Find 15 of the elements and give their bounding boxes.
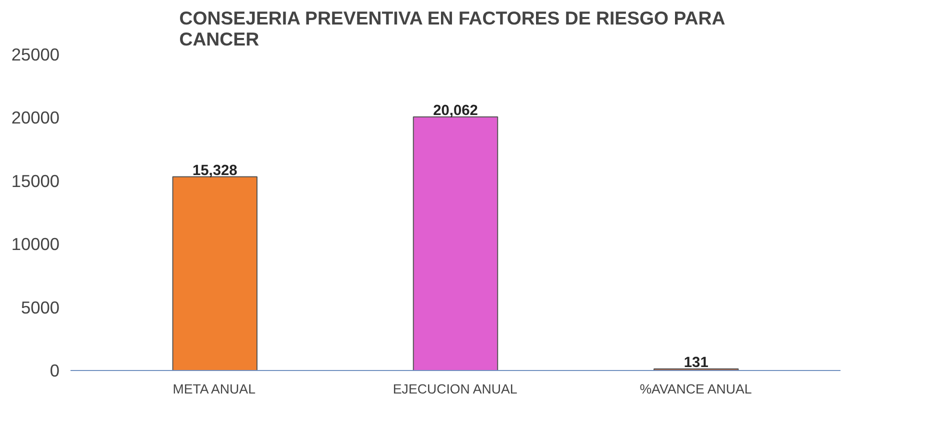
data-label: 20,062 — [433, 102, 478, 119]
y-tick-label: 20000 — [11, 108, 60, 128]
y-tick-label: 10000 — [11, 234, 60, 254]
y-tick-label: 0 — [50, 360, 60, 380]
y-tick-label: 25000 — [11, 44, 60, 64]
x-tick-label: %AVANCE ANUAL — [640, 382, 752, 396]
data-label: 15,328 — [192, 162, 238, 179]
bar — [172, 176, 258, 370]
y-tick-label: 5000 — [20, 297, 60, 318]
chart-title: CONSEJERIA PREVENTIVA EN FACTORES DE RIESGO PARA CANCER — [179, 8, 726, 50]
data-label: 131 — [684, 354, 708, 371]
x-tick-label: EJECUCION ANUAL — [392, 382, 518, 396]
y-tick-label: 15000 — [11, 170, 60, 191]
x-tick-label: META ANUAL — [172, 382, 256, 396]
bar — [412, 116, 498, 370]
